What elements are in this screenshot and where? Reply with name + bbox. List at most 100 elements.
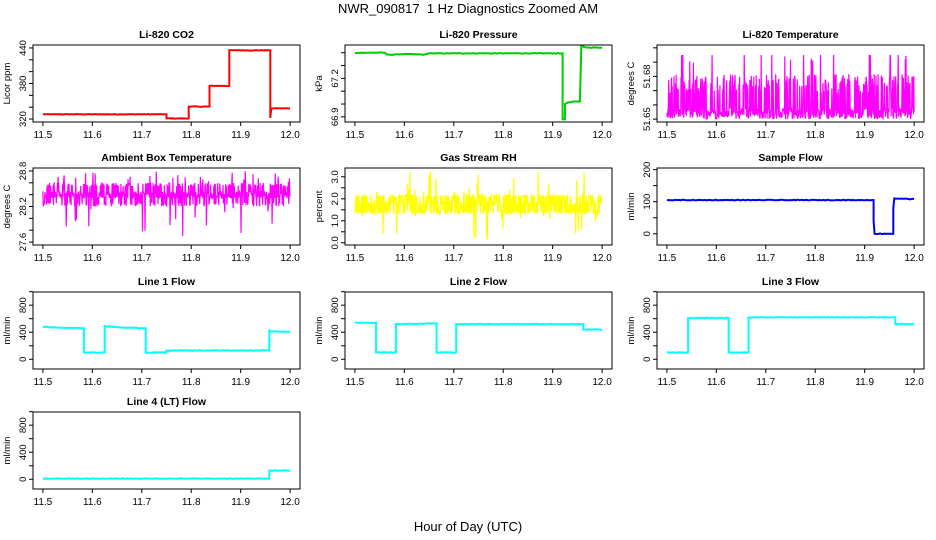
x-tick-label: 11.9	[231, 130, 250, 141]
x-tick-label: 11.8	[182, 253, 201, 264]
figure-title: NWR_090817 1 Hz Diagnostics Zoomed AM	[337, 1, 599, 16]
x-tick-label: 12.0	[592, 377, 612, 388]
x-tick-label: 11.6	[83, 253, 102, 264]
y-tick-label: 380	[18, 76, 29, 92]
x-tick-label: 11.6	[707, 377, 726, 388]
y-tick-label: 100	[642, 194, 653, 210]
x-tick-label: 11.8	[182, 497, 201, 508]
panel-0: Li-820 CO2 Licor ppm 11.5 11.6 11.7 11.8 11.9 1…	[2, 29, 301, 141]
panel-1: Li-820 Pressure kPa 11.5 11.6 11.7 11.8 11.9 12…	[314, 29, 613, 141]
y-tick-label: 200	[642, 162, 653, 178]
x-tick-label: 11.9	[855, 253, 874, 264]
x-tick-label: 12.0	[904, 253, 924, 264]
x-tick-label: 11.9	[231, 497, 250, 508]
x-tick-label: 11.7	[756, 130, 775, 141]
x-tick-label: 11.7	[132, 253, 151, 264]
y-tick-label: 0.0	[330, 236, 341, 249]
y-axis-label: ml/min	[314, 317, 325, 345]
x-tick-label: 11.8	[494, 377, 513, 388]
x-tick-label: 11.8	[494, 253, 513, 264]
x-tick-label: 12.0	[592, 130, 612, 141]
x-tick-label: 12.0	[904, 130, 924, 141]
panel-title: Line 2 Flow	[450, 276, 508, 288]
plot-frame	[32, 291, 301, 370]
y-tick-label: 0	[330, 357, 341, 362]
y-axis-label: degrees C	[626, 61, 637, 105]
x-tick-label: 11.5	[34, 377, 53, 388]
x-tick-label: 11.5	[346, 377, 365, 388]
x-tick-label: 11.5	[346, 130, 365, 141]
x-tick-label: 11.5	[658, 253, 677, 264]
x-tick-label: 11.8	[494, 130, 513, 141]
x-tick-label: 11.7	[756, 377, 775, 388]
y-axis-label: ml/min	[626, 317, 637, 345]
panel-6: Line 1 Flow ml/min 11.5 11.6 11.7 11.8 11.9 12.…	[2, 276, 301, 388]
panel-title: Gas Stream RH	[440, 152, 516, 164]
y-tick-label: 3.0	[330, 170, 341, 183]
y-tick-label: 28.2	[18, 197, 29, 216]
panel-4: Gas Stream RH percent 11.5 11.6 11.7 11.8 11.9…	[314, 152, 613, 264]
y-tick-label: 800	[18, 417, 29, 433]
x-tick-label: 11.8	[182, 130, 201, 141]
x-tick-label: 11.7	[444, 253, 463, 264]
panel-7: Line 2 Flow ml/min 11.5 11.6 11.7 11.8 11.9 12.…	[314, 276, 613, 388]
x-tick-label: 11.9	[543, 253, 562, 264]
x-tick-label: 12.0	[280, 497, 300, 508]
plot-frame	[344, 291, 613, 370]
y-tick-label: 67.2	[330, 69, 341, 88]
panel-title: Line 3 Flow	[762, 276, 820, 288]
plot-frame	[344, 44, 613, 123]
x-tick-label: 11.9	[543, 130, 562, 141]
y-tick-label: 2.0	[330, 192, 341, 205]
x-tick-label: 12.0	[280, 253, 300, 264]
x-tick-label: 11.5	[34, 130, 53, 141]
panel-title: Li-820 Pressure	[439, 29, 517, 41]
x-tick-label: 11.9	[855, 377, 874, 388]
y-tick-label: 0	[18, 357, 29, 362]
y-tick-label: 28.8	[18, 162, 29, 181]
y-tick-label: 51.65	[642, 107, 653, 131]
x-tick-label: 11.6	[707, 130, 726, 141]
x-tick-label: 11.9	[231, 377, 250, 388]
data-series-line	[354, 321, 603, 354]
y-tick-label: 66.9	[330, 108, 341, 127]
data-series-line	[354, 45, 603, 121]
data-series-line	[666, 197, 915, 236]
data-series-line	[666, 54, 915, 121]
x-tick-label: 11.6	[395, 130, 414, 141]
x-tick-label: 11.8	[806, 253, 825, 264]
x-tick-label: 11.8	[806, 377, 825, 388]
x-tick-label: 11.7	[444, 130, 463, 141]
x-tick-label: 11.9	[855, 130, 874, 141]
data-series-line	[666, 315, 915, 354]
x-tick-label: 11.6	[395, 377, 414, 388]
panel-2: Li-820 Temperature degrees C 11.5 11.6 11.7 1…	[626, 29, 925, 141]
y-tick-label: 0	[642, 231, 653, 236]
y-tick-label: 800	[18, 297, 29, 313]
x-tick-label: 11.8	[182, 377, 201, 388]
data-series-line	[42, 469, 291, 480]
x-tick-label: 11.9	[231, 253, 250, 264]
x-axis-title: Hour of Day (UTC)	[413, 519, 523, 534]
y-axis-label: ml/min	[2, 317, 13, 345]
x-tick-label: 11.5	[658, 130, 677, 141]
panel-title: Sample Flow	[758, 152, 823, 164]
y-tick-label: 27.6	[18, 233, 29, 252]
y-tick-label: 400	[642, 324, 653, 340]
y-tick-label: 1.0	[330, 214, 341, 227]
y-axis-label: kPa	[314, 75, 325, 92]
data-series-line	[354, 170, 603, 241]
y-axis-label: ml/min	[2, 437, 13, 465]
x-tick-label: 11.5	[34, 497, 53, 508]
x-tick-label: 11.5	[658, 377, 677, 388]
panel-title: Li-820 CO2	[139, 29, 194, 41]
x-tick-label: 11.6	[83, 130, 102, 141]
x-tick-label: 11.5	[346, 253, 365, 264]
panel-3: Ambient Box Temperature degrees C 11.5 11.6…	[2, 152, 301, 264]
y-tick-label: 400	[18, 444, 29, 460]
panel-title: Ambient Box Temperature	[101, 152, 232, 164]
panel-title: Line 4 (LT) Flow	[127, 396, 207, 408]
y-axis-label: Licor ppm	[2, 63, 13, 105]
plot-frame	[32, 44, 301, 123]
x-tick-label: 11.7	[444, 377, 463, 388]
